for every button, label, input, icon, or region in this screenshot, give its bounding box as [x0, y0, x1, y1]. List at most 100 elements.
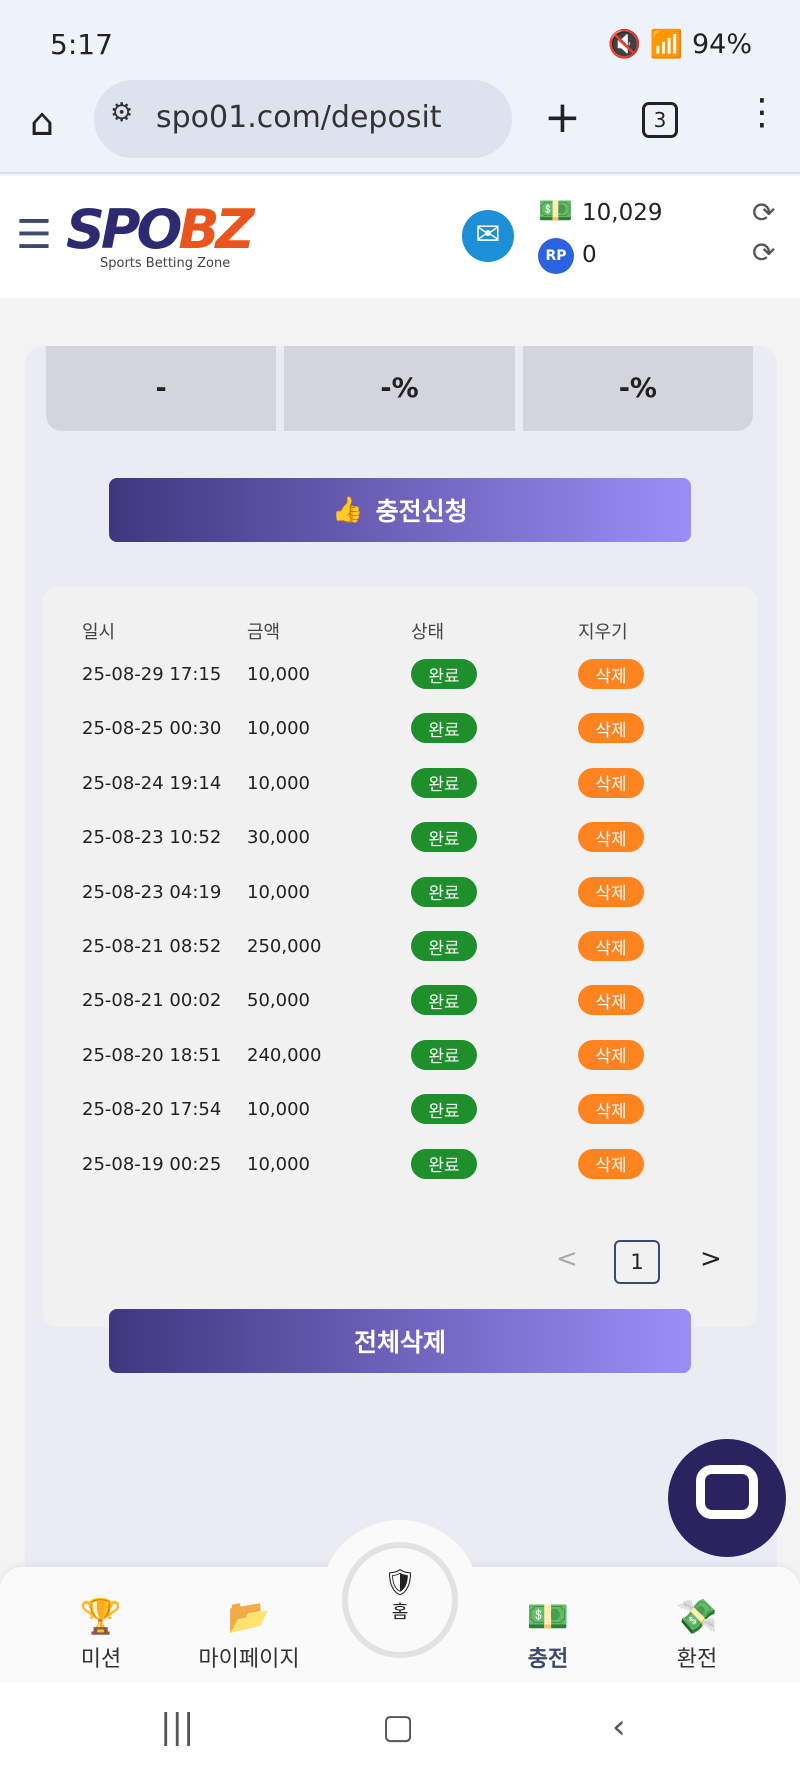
stat-value: - [46, 346, 277, 431]
column-header: 금액 [247, 622, 281, 643]
status-badge: 완료 [411, 931, 477, 961]
home-button-icon[interactable]: ▢ [382, 1707, 415, 1747]
button-label: 전체삭제 [353, 1328, 446, 1357]
table-row: 25-08-23 04:19 10,000 완료 삭제 [0, 873, 800, 913]
row-amount: 30,000 [247, 827, 310, 849]
nav-label: 마이페이지 [198, 1647, 300, 1672]
next-page-button[interactable]: > [700, 1244, 722, 1274]
status-badge: 완료 [411, 1148, 477, 1179]
delete-button[interactable]: 삭제 [578, 985, 644, 1016]
deposit-money-icon: 💵 [526, 1597, 570, 1637]
table-row: 25-08-24 19:14 10,000 완료 삭제 [0, 764, 800, 804]
table-row: 25-08-20 17:54 10,000 완료 삭제 [0, 1090, 800, 1130]
delete-button[interactable]: 삭제 [578, 1094, 644, 1125]
clock: 5:17 [50, 28, 113, 61]
delete-button[interactable]: 삭제 [578, 659, 644, 689]
row-amount: 10,000 [247, 1153, 310, 1175]
money-balance: 10,029 [582, 200, 663, 226]
row-amount: 10,000 [247, 664, 310, 685]
delete-button[interactable]: 삭제 [578, 876, 644, 907]
column-header: 일시 [82, 622, 116, 643]
delete-button[interactable]: 삭제 [578, 1039, 644, 1070]
delete-button[interactable]: 삭제 [578, 931, 644, 961]
row-date: 25-08-25 00:30 [82, 718, 222, 740]
status-badge: 완료 [411, 876, 477, 907]
url-text: spo01.com/deposit [156, 100, 442, 135]
table-row: 25-08-21 00:02 50,000 완료 삭제 [0, 981, 800, 1021]
nav-label: 환전 [676, 1647, 718, 1672]
row-amount: 10,000 [247, 881, 310, 903]
home-icon[interactable]: ⌂ [30, 100, 55, 144]
status-badge: 완료 [411, 985, 477, 1016]
button-label: 충전신청 [375, 497, 468, 526]
status-badge: 완료 [411, 713, 477, 744]
status-badge: 완료 [411, 1094, 477, 1125]
delete-button[interactable]: 삭제 [578, 822, 644, 853]
page-1-button[interactable]: 1 [614, 1240, 660, 1284]
nav-withdraw[interactable]: 💸 환전 [632, 1597, 762, 1673]
folder-icon: 📂 [227, 1597, 271, 1637]
delete-button[interactable]: 삭제 [578, 713, 644, 744]
row-date: 25-08-19 00:25 [82, 1153, 222, 1175]
prev-page-button[interactable]: < [556, 1244, 578, 1274]
chat-bubble-icon [696, 1465, 758, 1519]
logo[interactable]: SPOBZ [66, 198, 255, 261]
table-row: 25-08-21 08:52 250,000 완료 삭제 [0, 927, 800, 967]
delete-button[interactable]: 삭제 [578, 767, 644, 798]
new-tab-icon[interactable]: + [544, 92, 581, 143]
deposit-apply-button[interactable]: 👍 충전신청 [109, 478, 691, 542]
battery-level: 🔇 📶 94% [607, 29, 752, 60]
mail-icon[interactable]: ✉ [462, 210, 514, 262]
system-nav-bar: ||| ▢ ‹ [0, 1683, 800, 1778]
nav-label: 충전 [527, 1647, 569, 1672]
stat-value: -% [522, 346, 753, 431]
delete-all-button[interactable]: 전체삭제 [109, 1309, 691, 1373]
browser-toolbar: ⌂ ⚙ spo01.com/deposit + 3 ⋮ [0, 80, 800, 174]
back-icon[interactable]: ‹ [612, 1707, 626, 1747]
tab-count-button[interactable]: 3 [642, 102, 678, 138]
address-bar[interactable]: ⚙ spo01.com/deposit [94, 80, 512, 158]
site-settings-icon[interactable]: ⚙ [110, 98, 134, 128]
row-date: 25-08-20 18:51 [82, 1044, 222, 1066]
row-date: 25-08-23 10:52 [82, 827, 222, 849]
points-icon: RP [538, 238, 574, 274]
logo-tagline: Sports Betting Zone [100, 256, 231, 271]
delete-button[interactable]: 삭제 [578, 1148, 644, 1179]
stat-value: -% [284, 346, 515, 431]
hamburger-icon[interactable]: ☰ [16, 212, 52, 258]
row-date: 25-08-24 19:14 [82, 772, 222, 794]
money-icon: 💵 [538, 194, 573, 227]
refresh-money-icon[interactable]: ⟳ [752, 196, 776, 229]
status-badge: 완료 [411, 767, 477, 798]
column-header: 지우기 [578, 622, 628, 643]
row-date: 25-08-20 17:54 [82, 1099, 222, 1121]
nav-home[interactable]: 🛡 홈 [320, 1520, 480, 1672]
status-badge: 완료 [411, 1039, 477, 1070]
nav-mypage[interactable]: 📂 마이페이지 [184, 1597, 314, 1673]
row-amount: 10,000 [247, 718, 310, 740]
row-amount: 10,000 [247, 1099, 310, 1121]
status-badge: 완료 [411, 659, 477, 689]
table-row: 25-08-19 00:25 10,000 완료 삭제 [0, 1145, 800, 1185]
nav-label: 미션 [80, 1647, 122, 1672]
row-date: 25-08-21 08:52 [82, 936, 222, 957]
nav-mission[interactable]: 🏆 미션 [36, 1597, 166, 1673]
nav-deposit[interactable]: 💵 충전 [483, 1597, 613, 1673]
row-amount: 10,000 [247, 772, 310, 794]
home-emblem-icon: 🛡 [383, 1568, 417, 1598]
column-header: 상태 [411, 622, 445, 643]
nav-label: 홈 [391, 1602, 409, 1623]
table-row: 25-08-20 18:51 240,000 완료 삭제 [0, 1036, 800, 1076]
refresh-points-icon[interactable]: ⟳ [752, 236, 776, 269]
table-row: 25-08-25 00:30 10,000 완료 삭제 [0, 709, 800, 749]
row-amount: 240,000 [247, 1044, 322, 1066]
table-row: 25-08-23 10:52 30,000 완료 삭제 [0, 818, 800, 858]
chat-button[interactable] [668, 1439, 786, 1557]
row-date: 25-08-21 00:02 [82, 990, 222, 1012]
trophy-icon: 🏆 [79, 1597, 123, 1637]
menu-icon[interactable]: ⋮ [744, 92, 780, 133]
status-bar: 5:17 🔇 📶 94% [0, 0, 800, 86]
recent-apps-icon[interactable]: ||| [160, 1707, 195, 1747]
withdraw-money-icon: 💸 [675, 1597, 719, 1637]
hand-icon: 👍 [332, 495, 364, 524]
